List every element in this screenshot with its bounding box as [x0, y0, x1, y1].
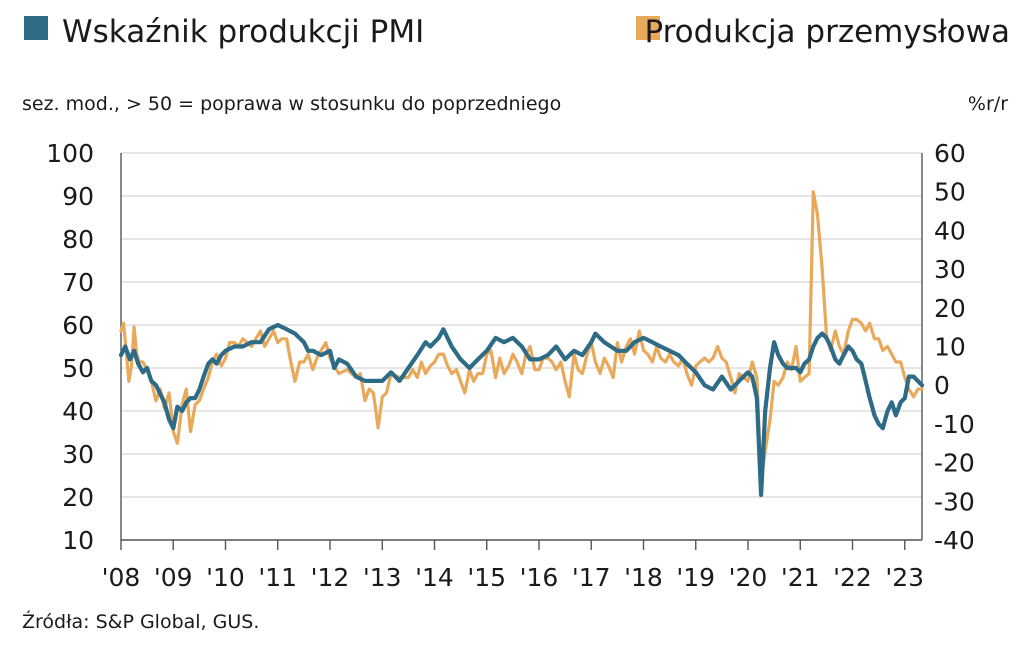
left-tick-label: 20 [62, 483, 94, 512]
legend: Wskaźnik produkcji PMI Produkcja przemys… [24, 14, 1010, 50]
gridlines [120, 152, 923, 541]
left-axis-ticks: 100 90 80 70 60 50 40 30 20 10 [46, 139, 94, 555]
x-tick-label: '12 [311, 563, 350, 592]
x-tick-label: '11 [258, 563, 297, 592]
left-tick-label: 40 [62, 397, 94, 426]
x-tick-label: '13 [363, 563, 402, 592]
right-tick-label: 30 [934, 255, 966, 284]
legend-label-production: Produkcja przemysłowa [644, 14, 1010, 50]
right-tick-label: -40 [934, 526, 975, 555]
x-tick-label: '10 [206, 563, 245, 592]
x-tick-label: '20 [729, 563, 768, 592]
right-tick-label: -30 [934, 487, 975, 516]
x-tick-label: '17 [572, 563, 611, 592]
right-tick-label: 20 [934, 294, 966, 323]
left-tick-label: 100 [46, 139, 94, 168]
left-tick-label: 60 [62, 311, 94, 340]
x-tick-label: '18 [624, 563, 663, 592]
right-tick-label: 10 [934, 333, 966, 362]
right-tick-label: 0 [934, 371, 950, 400]
left-tick-label: 80 [62, 225, 94, 254]
left-tick-label: 30 [62, 440, 94, 469]
series-line-production [119, 190, 924, 484]
source-note: Źródła: S&P Global, GUS. [22, 610, 259, 633]
series-line-pmi [118, 322, 925, 497]
x-tick-label: '21 [781, 563, 820, 592]
left-axis-note: sez. mod., > 50 = poprawa w stosunku do … [22, 93, 561, 115]
right-tick-label: 60 [934, 139, 966, 168]
x-tick-label: '09 [154, 563, 193, 592]
series [118, 190, 925, 497]
right-tick-label: -20 [934, 449, 975, 478]
right-tick-label: -10 [934, 410, 975, 439]
right-axis-unit: %r/r [968, 93, 1008, 115]
x-tick-label: '22 [833, 563, 872, 592]
right-axis-ticks: 60 50 40 30 20 10 0 -10 -20 -30 -40 [934, 139, 975, 555]
x-tick-label: '23 [885, 563, 924, 592]
left-tick-label: 70 [62, 268, 94, 297]
legend-label-pmi: Wskaźnik produkcji PMI [62, 14, 424, 50]
left-tick-label: 50 [62, 354, 94, 383]
x-axis-ticks: '08 '09 '10 '11 '12 '13 '14 '15 '16 '17 '18 '19 '20 '… [102, 540, 924, 592]
left-tick-label: 10 [62, 526, 94, 555]
legend-swatch-production [636, 16, 660, 40]
x-tick-label: '14 [415, 563, 454, 592]
x-tick-label: '16 [520, 563, 559, 592]
right-tick-label: 50 [934, 178, 966, 207]
left-tick-label: 90 [62, 182, 94, 211]
x-tick-label: '15 [467, 563, 506, 592]
x-tick-label: '19 [676, 563, 715, 592]
legend-swatch-pmi [24, 16, 48, 40]
right-tick-label: 40 [934, 216, 966, 245]
x-tick-label: '08 [102, 563, 141, 592]
